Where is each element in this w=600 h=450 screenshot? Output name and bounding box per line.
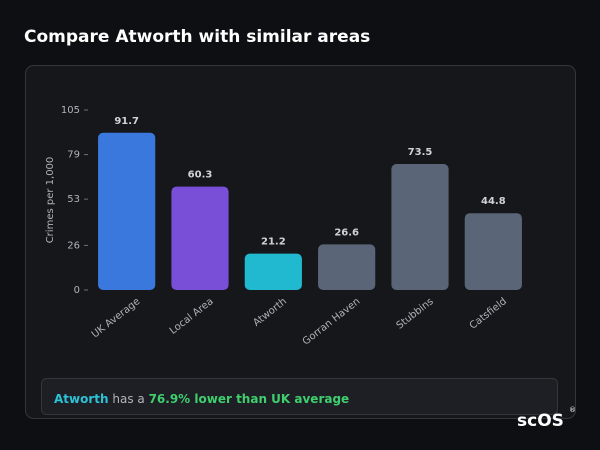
note-highlight: 76.9% lower than UK average xyxy=(149,392,350,406)
note-box xyxy=(41,378,558,415)
value-label: 73.5 xyxy=(408,147,433,158)
value-label: 60.3 xyxy=(188,170,213,181)
y-tick-label: 53 xyxy=(67,194,80,205)
y-axis-label: Crimes per 1,000 xyxy=(45,157,56,244)
value-label: 26.6 xyxy=(334,227,359,238)
bar xyxy=(391,164,449,290)
y-tick-label: 26 xyxy=(67,240,80,251)
value-label: 21.2 xyxy=(261,237,286,248)
value-label: 44.8 xyxy=(481,196,506,207)
y-tick-label: 105 xyxy=(61,105,80,116)
bar xyxy=(244,253,302,290)
bar xyxy=(318,244,376,290)
bar xyxy=(171,186,229,290)
bar xyxy=(464,213,522,290)
logo: scOS xyxy=(517,411,564,431)
logo-mark: ® xyxy=(569,406,576,414)
page-title: Compare Atworth with similar areas xyxy=(24,27,370,47)
value-label: 91.7 xyxy=(114,116,139,127)
note-place: Atworth xyxy=(54,392,109,406)
note: Atworth has a 76.9% lower than UK averag… xyxy=(54,392,349,406)
y-tick-label: 0 xyxy=(74,285,80,296)
y-tick-label: 79 xyxy=(67,150,80,161)
chart-card xyxy=(25,65,576,419)
note-connector: has a xyxy=(109,392,149,406)
bar xyxy=(98,132,156,290)
